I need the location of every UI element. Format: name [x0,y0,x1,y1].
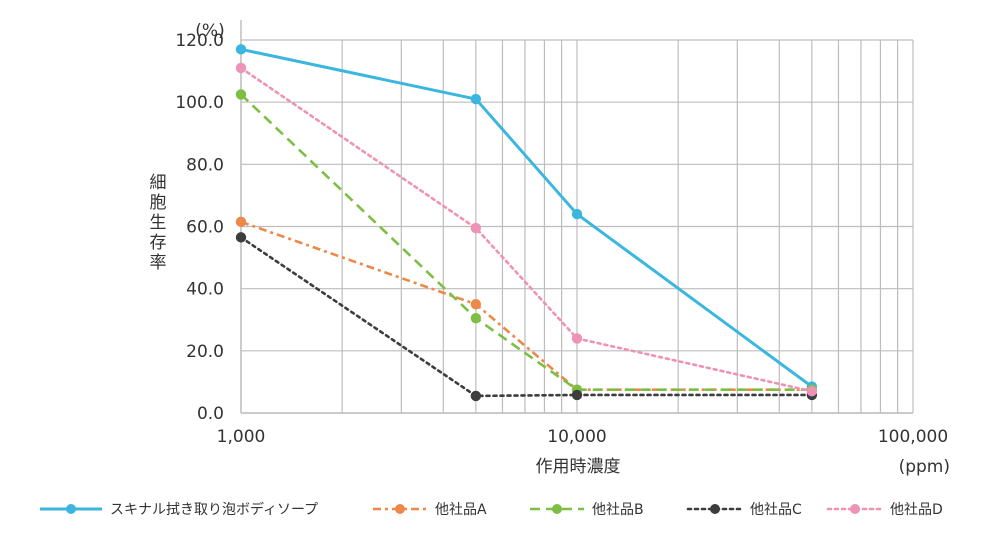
series-line [240,47,813,388]
y-tick-label: 0.0 [197,404,224,424]
y-tick-label: 40.0 [186,280,224,300]
legend-label: 他社品C [750,502,802,518]
series-3 [235,89,818,395]
chart-grid [240,39,914,414]
x-tick-label: 1,000 [217,427,266,447]
data-point [235,89,247,100]
legend: スキナル拭き取り泡ボディソープ 他社品A 他社品B 他社品C 他社品D [40,501,943,518]
data-point [571,389,583,401]
y-tick-label: 20.0 [186,342,224,362]
legend-item: スキナル拭き取り泡ボディソープ [40,501,318,518]
data-point [470,312,482,324]
legend-label: 他社品B [592,502,644,518]
legend-swatch-marker [850,504,860,514]
data-point [470,93,482,105]
series-line [240,220,812,391]
legend-item: 他社品B [530,502,644,518]
y-axis-unit: (%) [195,21,224,41]
x-axis-unit: (ppm) [899,457,950,477]
y-axis-ticks: 0.0 20.0 40.0 60.0 80.0 100.0 120.0 [175,31,224,424]
data-point [806,386,818,397]
series-1 [235,44,818,392]
y-tick-label: 100.0 [175,93,224,113]
y-tick-label: 80.0 [186,155,224,175]
legend-label: 他社品A [435,502,487,518]
x-tick-label: 10,000 [547,427,606,447]
y-tick-label: 60.0 [186,218,224,238]
data-point [235,232,247,243]
legend-label: 他社品D [890,502,943,518]
data-point [235,62,247,74]
series-layer [235,44,818,402]
x-tick-label: 100,000 [878,427,948,447]
x-axis-ticks: 1,000 10,000 100,000 [217,427,948,447]
series-line [240,93,812,391]
x-axis-title: 作用時濃度 [536,457,621,477]
legend-swatch-marker [66,504,76,514]
plot-area [240,20,913,414]
data-point [571,208,583,220]
series-4 [235,232,818,402]
series-line [239,236,814,398]
data-point [470,222,482,234]
series-line [239,66,814,393]
series-5 [235,62,818,397]
y-tick-label: 120.0 [175,31,224,51]
data-point [470,390,482,402]
series-2 [235,216,818,395]
legend-label: スキナル拭き取り泡ボディソープ [110,501,318,518]
legend-item: 他社品A [373,502,487,518]
legend-swatch-marker [710,504,720,514]
legend-swatch-marker [552,504,562,514]
legend-item: 他社品C [686,502,802,518]
data-point [235,44,247,55]
y-axis-title: 細胞生存率 [150,173,167,273]
legend-item: 他社品D [826,502,943,518]
data-point [571,333,583,344]
data-point [470,299,482,310]
legend-swatch-marker [395,504,405,514]
data-point [235,216,247,228]
